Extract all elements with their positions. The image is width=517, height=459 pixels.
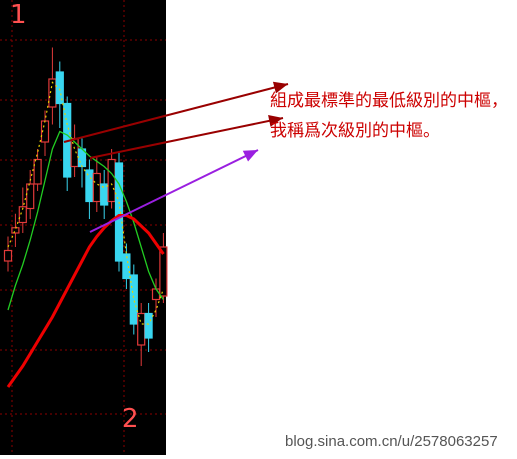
candle-body-17 bbox=[129, 274, 138, 325]
arrow-lower-head bbox=[242, 150, 258, 162]
annotation-text: 組成最標準的最低級別的中樞，我稱爲次級別的中樞。 bbox=[270, 91, 508, 141]
candle-body-16 bbox=[122, 253, 131, 280]
chart-background bbox=[0, 0, 166, 455]
candle-body-19 bbox=[144, 312, 153, 339]
candle-body-12 bbox=[92, 172, 101, 203]
candle-body-13 bbox=[100, 183, 109, 206]
arrow-lower bbox=[89, 149, 259, 233]
candle-body-4 bbox=[33, 158, 42, 185]
candle-body-3 bbox=[26, 183, 35, 210]
candle-body-7 bbox=[55, 71, 64, 105]
wave-label-1: 1 bbox=[10, 0, 27, 30]
arrow-upper bbox=[63, 83, 289, 143]
candle-body-20 bbox=[151, 288, 161, 301]
arrow-middle bbox=[89, 117, 284, 159]
candle-body-1 bbox=[11, 227, 20, 234]
candle-body-21 bbox=[159, 246, 168, 297]
ma-slow-line bbox=[6, 214, 165, 388]
arrow-middle-head bbox=[268, 114, 283, 127]
annotation-arrows bbox=[63, 81, 289, 233]
grid-lines bbox=[0, 0, 166, 455]
watermark-text: blog.sina.com.cn/u/2578063257 bbox=[285, 433, 498, 450]
candle-body-15 bbox=[114, 162, 124, 262]
moving-averages bbox=[6, 81, 165, 388]
candle-body-0 bbox=[3, 249, 13, 262]
candle-body-2 bbox=[18, 206, 27, 224]
candle-body-18 bbox=[137, 312, 146, 346]
wave-label-2: 2 bbox=[122, 404, 139, 434]
candle-body-11 bbox=[85, 169, 94, 203]
arrow-upper-head bbox=[272, 81, 288, 94]
ma-mid-line bbox=[7, 130, 164, 311]
ma-fast-line bbox=[7, 81, 164, 325]
candle-body-14 bbox=[107, 158, 116, 203]
